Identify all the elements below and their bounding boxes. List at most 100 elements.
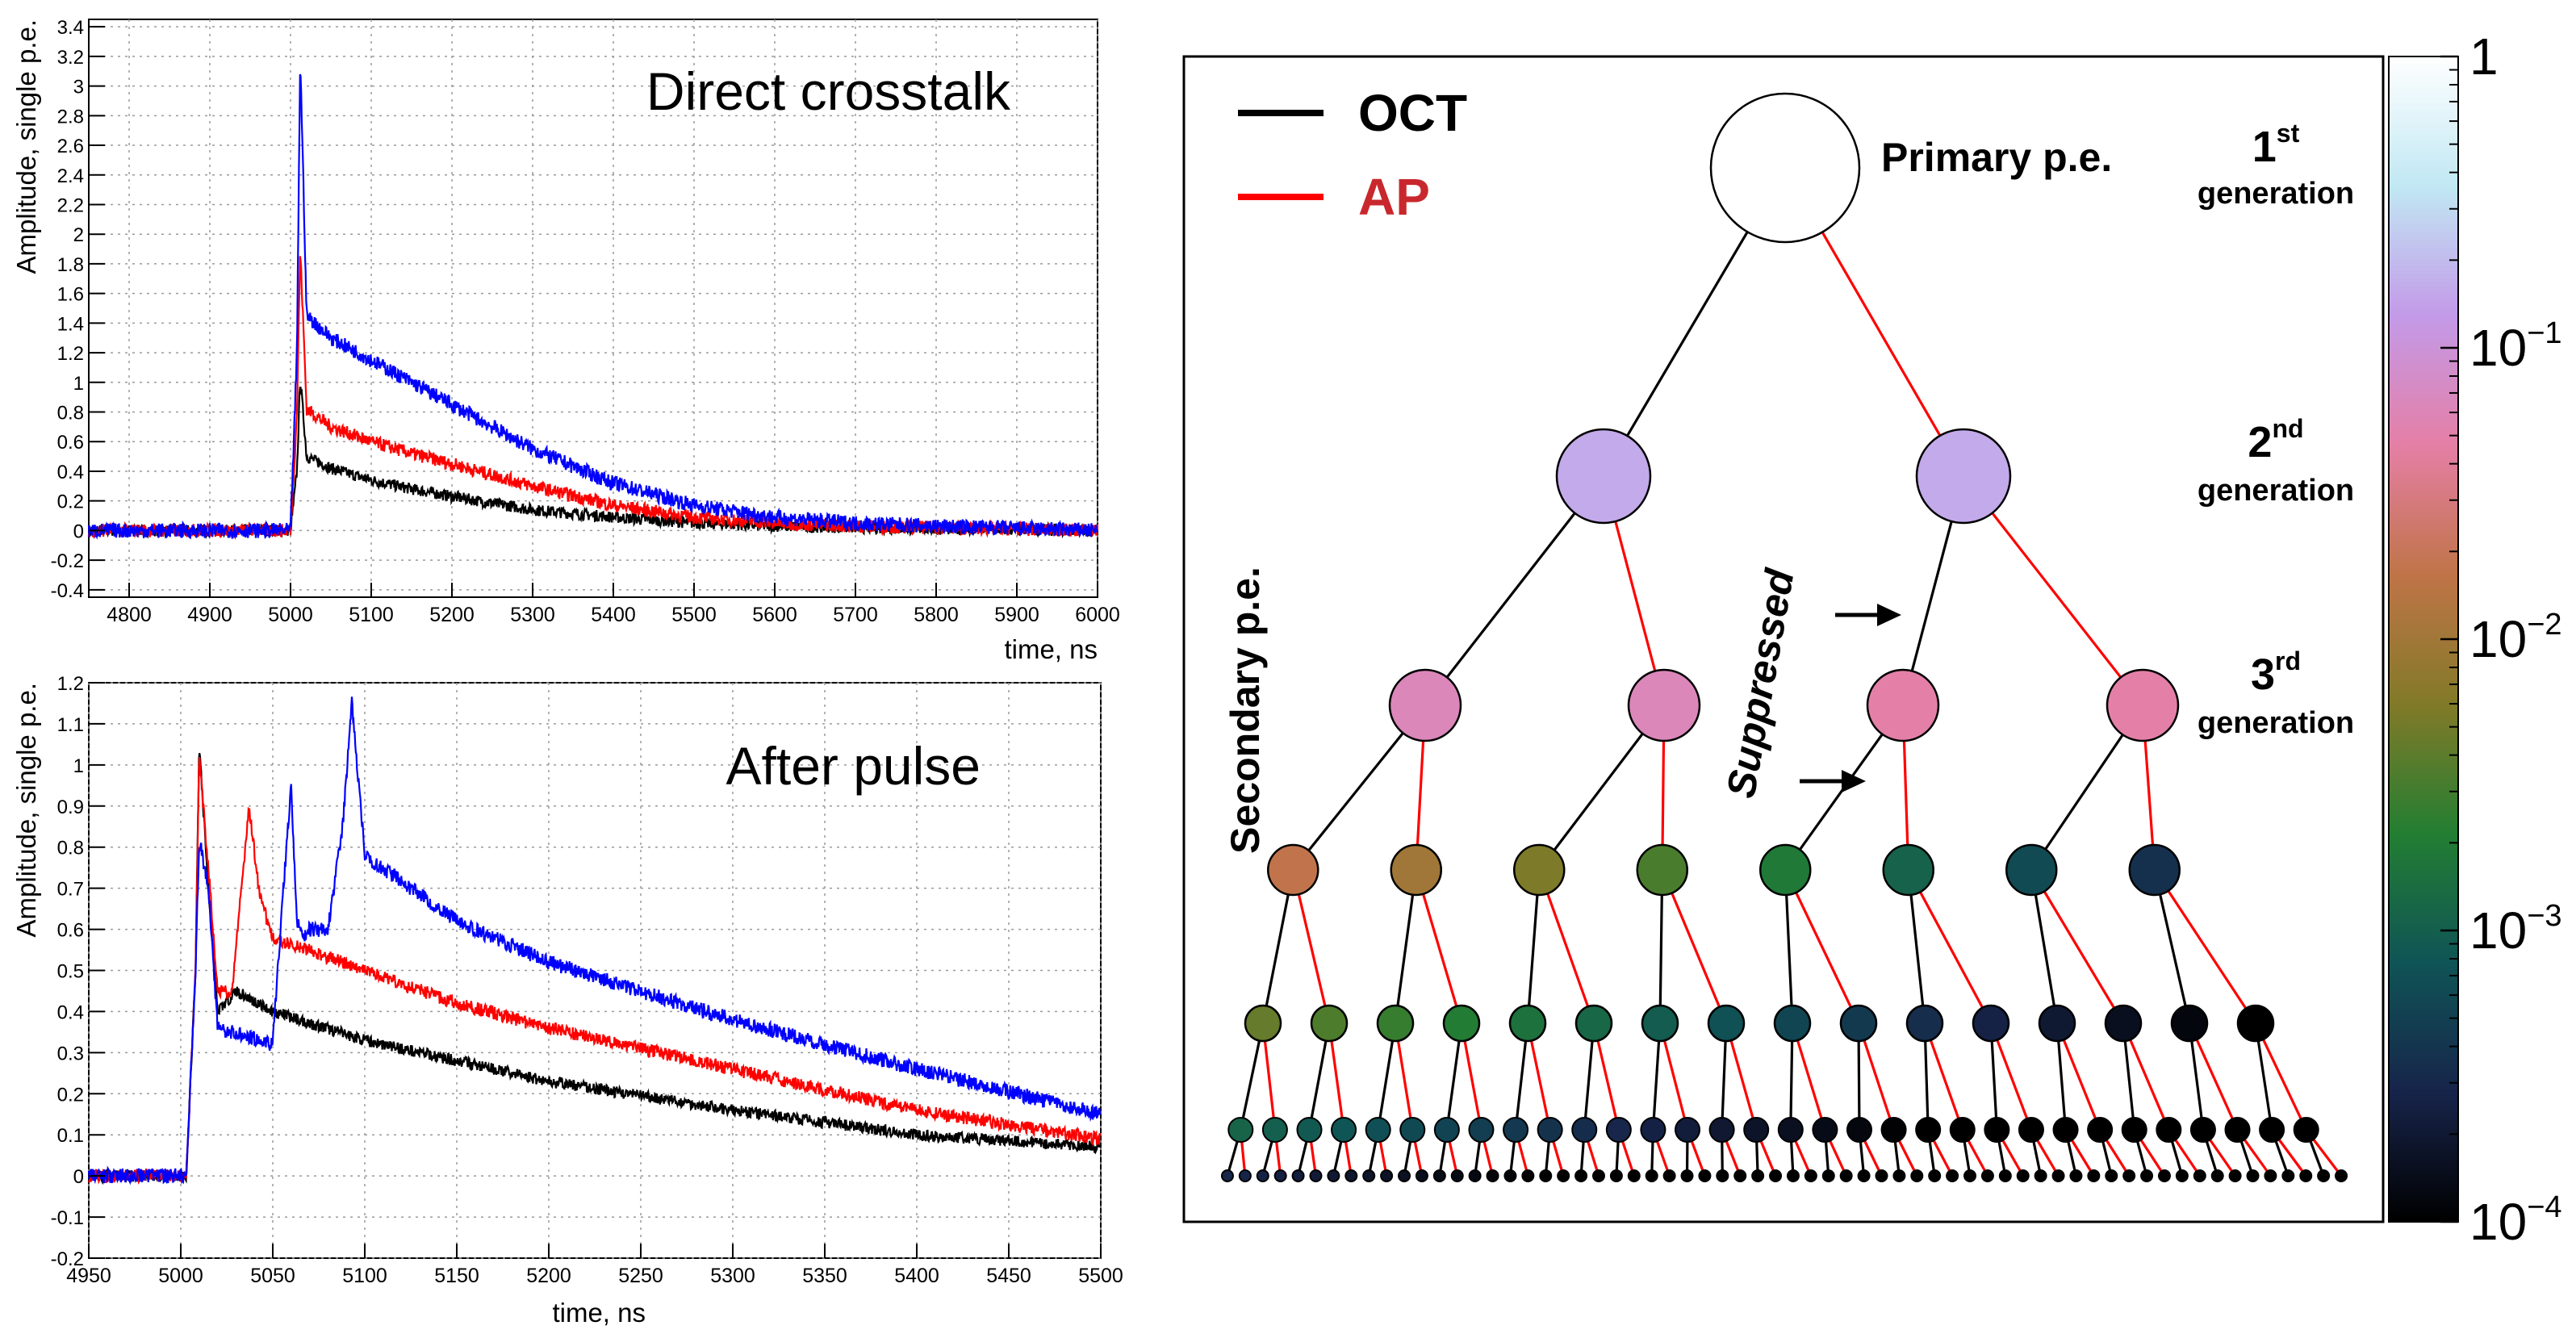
pe-node bbox=[1256, 1169, 1269, 1182]
y-tick-label: 1 bbox=[73, 755, 84, 777]
pe-node bbox=[1812, 1117, 1838, 1143]
pe-node bbox=[2259, 1117, 2285, 1143]
after-pulse-chart: 4950 5000 5050 5100 5150 5200 5250 5300 5350 5400… bbox=[11, 673, 1123, 1328]
pe-node bbox=[2051, 1169, 2065, 1182]
primary-label: Primary p.e. bbox=[1881, 135, 2112, 180]
series-line bbox=[87, 696, 1102, 1186]
y-tick-label: 3.4 bbox=[57, 17, 84, 39]
pe-node bbox=[1508, 1004, 1547, 1043]
pe-node bbox=[2189, 1117, 2216, 1143]
pe-node bbox=[1261, 1117, 1288, 1143]
pe-node bbox=[1327, 1169, 1340, 1182]
x-tick-label: 5000 bbox=[158, 1265, 203, 1287]
pe-node bbox=[1786, 1169, 1800, 1182]
pe-node bbox=[2106, 668, 2180, 742]
x-tick-label: 5050 bbox=[250, 1265, 295, 1287]
y-axis-label: Amplitude, single p.e. bbox=[11, 19, 41, 274]
pe-node bbox=[1680, 1169, 1694, 1182]
pe-node bbox=[1344, 1169, 1358, 1182]
generation-number: 1 bbox=[2252, 123, 2277, 171]
pe-node bbox=[1804, 1169, 1817, 1182]
ap-edge bbox=[2188, 1022, 2239, 1131]
pe-node bbox=[1743, 1117, 1770, 1143]
arrow-icon bbox=[1835, 604, 1901, 626]
colorbar-tick-label: 10−1 bbox=[2469, 316, 2562, 377]
ap-edge bbox=[2122, 1022, 2170, 1131]
generation-number: 3 bbox=[2251, 650, 2275, 699]
pe-node bbox=[2281, 1169, 2295, 1182]
generation-2-label: 2nd generation bbox=[2198, 414, 2354, 508]
series-group bbox=[87, 696, 1102, 1186]
x-axis-label: time, ns bbox=[552, 1298, 646, 1328]
y-tick-label: 1.2 bbox=[57, 673, 84, 695]
x-tick-label: 5600 bbox=[752, 604, 797, 626]
pe-node bbox=[1972, 1004, 2010, 1043]
y-tick-label: 2 bbox=[73, 224, 84, 246]
pe-node bbox=[1980, 1169, 1994, 1182]
pe-node bbox=[1521, 1169, 1535, 1182]
pe-node bbox=[1882, 843, 1934, 897]
pe-node bbox=[1571, 1117, 1598, 1143]
pe-node bbox=[1839, 1169, 1853, 1182]
pe-node bbox=[2052, 1117, 2079, 1143]
pe-node bbox=[1769, 1169, 1783, 1182]
x-tick-label: 5400 bbox=[591, 604, 636, 626]
pe-node bbox=[1486, 1169, 1499, 1182]
pe-node bbox=[1539, 1169, 1553, 1182]
pe-node bbox=[1915, 428, 2012, 525]
y-tick-label: 0.6 bbox=[57, 920, 84, 942]
pe-node bbox=[2128, 843, 2181, 897]
pe-node bbox=[1574, 1169, 1588, 1182]
pe-node bbox=[1716, 1169, 1729, 1182]
pe-node bbox=[1415, 1169, 1428, 1182]
x-tick-label: 5450 bbox=[986, 1265, 1031, 1287]
secondary-label: Secondary p.e. bbox=[1223, 567, 1268, 854]
pe-node bbox=[1733, 1169, 1747, 1182]
pe-node bbox=[1309, 1169, 1323, 1182]
pe-node bbox=[1846, 1117, 1872, 1143]
pe-node bbox=[1839, 1004, 1878, 1043]
arrow-icon bbox=[1800, 770, 1866, 792]
x-tick-label: 5400 bbox=[894, 1265, 939, 1287]
pe-node bbox=[1557, 1169, 1570, 1182]
pe-node bbox=[1432, 1169, 1446, 1182]
ap-edge bbox=[2153, 869, 2257, 1024]
y-tick-label: 1.8 bbox=[57, 254, 84, 276]
pe-node bbox=[2236, 1004, 2275, 1043]
legend-label-ap: AP bbox=[1358, 168, 1430, 226]
pe-node bbox=[1998, 1169, 2012, 1182]
pe-node bbox=[1574, 1004, 1613, 1043]
y-tick-label: 0.2 bbox=[57, 491, 84, 513]
generation-suffix: nd bbox=[2272, 414, 2303, 443]
x-tick-label: 5350 bbox=[802, 1265, 847, 1287]
pe-node bbox=[1591, 1169, 1605, 1182]
y-tick-label: -0.4 bbox=[51, 580, 84, 602]
y-tick-label: 0.9 bbox=[57, 797, 84, 818]
pe-node bbox=[1291, 1169, 1305, 1182]
pe-node bbox=[1468, 1169, 1482, 1182]
colorbar-tick-label: 1 bbox=[2469, 27, 2499, 86]
pe-node bbox=[1708, 1117, 1735, 1143]
x-tick-label: 5200 bbox=[429, 604, 475, 626]
pe-node bbox=[1376, 1004, 1415, 1043]
pe-node bbox=[1640, 1117, 1666, 1143]
pe-node bbox=[1331, 1117, 1357, 1143]
x-axis-label: time, ns bbox=[1004, 634, 1098, 664]
pe-node bbox=[1709, 92, 1861, 244]
pe-node bbox=[1949, 1117, 1976, 1143]
pe-node bbox=[2105, 1169, 2118, 1182]
pe-node bbox=[1503, 1117, 1529, 1143]
ap-edge bbox=[1989, 1022, 2033, 1131]
pe-node bbox=[1380, 1169, 1394, 1182]
pe-node bbox=[1698, 1169, 1712, 1182]
colorbar: 1 10−1 10−2 10−3 10−4 bbox=[2388, 27, 2562, 1251]
pe-node bbox=[1777, 1117, 1804, 1143]
x-tick-label: 5900 bbox=[994, 604, 1039, 626]
pe-node bbox=[1267, 843, 1319, 897]
y-tick-label: 0 bbox=[73, 521, 84, 542]
x-tick-label: 5700 bbox=[833, 604, 878, 626]
pe-node bbox=[2224, 1117, 2251, 1143]
y-tick-label: 1 bbox=[73, 373, 84, 395]
generation-number: 2 bbox=[2248, 418, 2272, 466]
pe-node bbox=[1227, 1117, 1254, 1143]
